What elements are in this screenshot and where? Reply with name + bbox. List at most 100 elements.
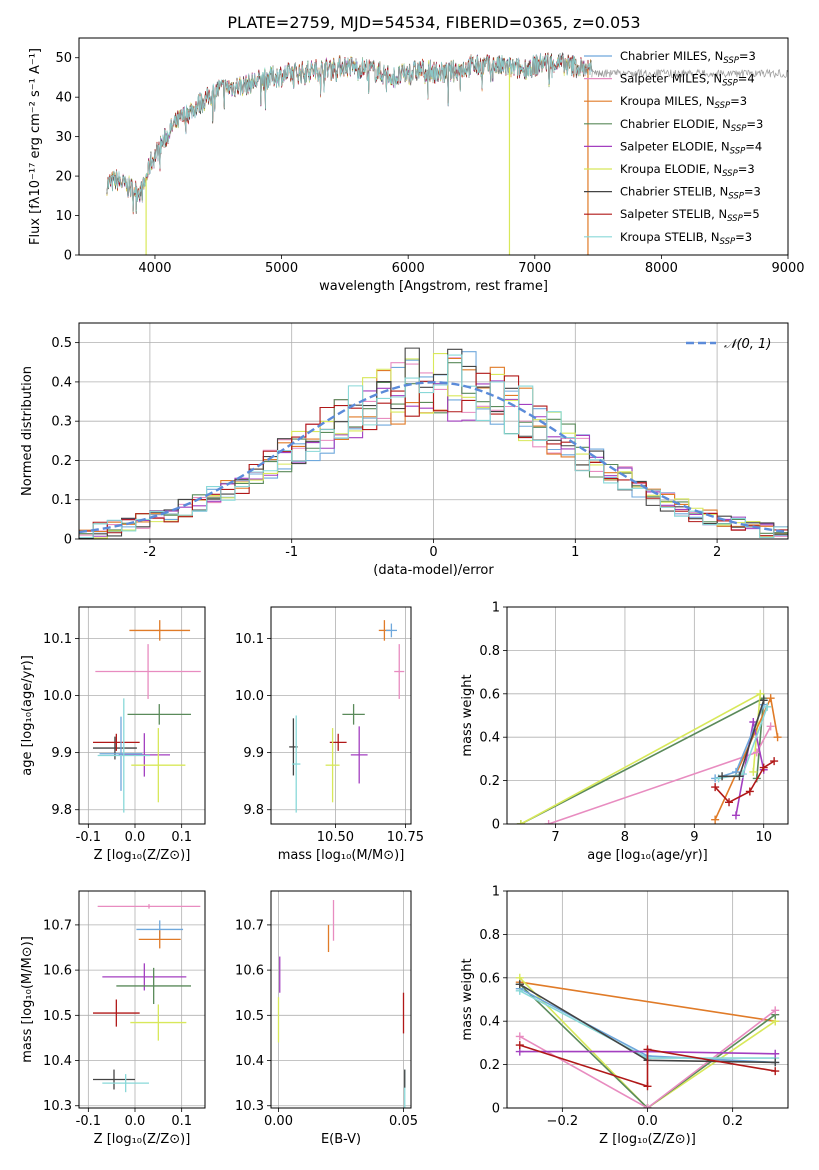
legend-val: =3 bbox=[735, 230, 752, 244]
series-marker-salpeter_miles bbox=[643, 1104, 652, 1108]
panel-mass_vs_ebv: 0.00 0.05 10.3 10.4 10.5 10.6 10.7 E(B-V) bbox=[235, 890, 418, 1147]
legend-name: Chabrier MILES, N bbox=[620, 49, 723, 63]
y-tick-label: 30 bbox=[55, 130, 72, 145]
series-marker-salpeter_elodie bbox=[731, 811, 740, 820]
series-marker-salpeter_elodie bbox=[771, 1049, 780, 1058]
x-tick-label: 2 bbox=[713, 545, 721, 560]
y-tick-label: 10.4 bbox=[43, 1054, 72, 1069]
legend-label-salpeter_miles: Salpeter MILES, NSSP=4 bbox=[620, 72, 755, 89]
plot-area bbox=[515, 973, 780, 1108]
x-axis-label: Z [log₁₀(Z/Z⊙)] bbox=[94, 1132, 191, 1147]
y-tick-label: 10.5 bbox=[43, 1009, 72, 1024]
y-tick-label: 20 bbox=[55, 170, 72, 185]
series-marker-salpeter_stelib bbox=[745, 787, 754, 796]
y-tick-label: 10.6 bbox=[235, 964, 264, 979]
x-tick-label: -1 bbox=[285, 545, 298, 560]
series-marker-salpeter_miles bbox=[771, 1006, 780, 1015]
series-marker-kroupa_miles bbox=[711, 815, 720, 824]
series-marker-salpeter_stelib bbox=[771, 1067, 780, 1076]
legend-name: Kroupa MILES, N bbox=[620, 94, 715, 108]
x-axis-label: mass [log₁₀(M/M⊙)] bbox=[278, 848, 405, 863]
legend-name: Chabrier ELODIE, N bbox=[620, 117, 731, 131]
x-axis-label: Z [log₁₀(Z/Z⊙)] bbox=[599, 1132, 696, 1147]
spectrum-line-salpeter_miles bbox=[106, 52, 592, 210]
series-marker-salpeter_miles bbox=[515, 1032, 524, 1041]
series-marker-salpeter_stelib bbox=[770, 757, 779, 766]
series-line-salpeter_stelib bbox=[519, 1044, 776, 1088]
series-marker-chabrier_stelib bbox=[771, 1058, 780, 1067]
x-axis-label: (data-model)/error bbox=[373, 563, 494, 578]
legend-label-salpeter_stelib: Salpeter STELIB, NSSP=5 bbox=[620, 207, 760, 224]
x-tick-label: 0 bbox=[429, 545, 437, 560]
y-tick-label: 0.2 bbox=[51, 454, 72, 469]
x-tick-label: 0.1 bbox=[171, 1114, 192, 1129]
legend-sub: SSP bbox=[722, 79, 738, 89]
y-axis-label: mass weight bbox=[460, 674, 475, 756]
legend-label-chabrier_elodie: Chabrier ELODIE, NSSP=3 bbox=[620, 117, 763, 134]
panel-age_vs_Z: -0.1 0.0 0.1 9.8 9.9 10.0 10.1 Z [log₁₀(Z/Z⊙)] a… bbox=[20, 606, 206, 863]
x-tick-label: 1 bbox=[571, 545, 579, 560]
normal-curve bbox=[79, 381, 788, 534]
spectrum-line-kroupa_elodie bbox=[106, 53, 592, 214]
figure-title: PLATE=2759, MJD=54534, FIBERID=0365, z=0… bbox=[227, 13, 640, 32]
legend-sub: SSP bbox=[715, 101, 731, 111]
x-tick-label: 0.0 bbox=[637, 1114, 658, 1129]
legend-val: =3 bbox=[738, 162, 755, 176]
spectrum-line-chabrier_stelib bbox=[106, 51, 592, 215]
legend-val: =4 bbox=[745, 139, 762, 153]
legend-label-kroupa_miles: Kroupa MILES, NSSP=3 bbox=[620, 94, 747, 111]
series-marker-salpeter_stelib bbox=[643, 1082, 652, 1091]
series-marker-kroupa_miles bbox=[773, 733, 782, 742]
legend-label-kroupa_elodie: Kroupa ELODIE, NSSP=3 bbox=[620, 162, 755, 179]
y-tick-label: 10.6 bbox=[43, 964, 72, 979]
series-marker-chabrier_stelib bbox=[735, 772, 744, 781]
legend-sub: SSP bbox=[728, 192, 744, 202]
legend-sub: SSP bbox=[727, 214, 743, 224]
x-tick-label: 5000 bbox=[265, 261, 298, 276]
y-tick-label: 1 bbox=[492, 885, 500, 900]
y-tick-label: 9.8 bbox=[51, 803, 72, 818]
y-tick-label: 0 bbox=[64, 249, 72, 264]
legend-val: =3 bbox=[746, 117, 763, 131]
legend-sub: SSP bbox=[723, 56, 739, 66]
series-line-kroupa_miles bbox=[519, 981, 776, 1022]
series-marker-salpeter_stelib bbox=[725, 798, 734, 807]
legend-label-chabrier_stelib: Chabrier STELIB, NSSP=3 bbox=[620, 185, 761, 202]
legend-val: =3 bbox=[730, 94, 747, 108]
axes-frame bbox=[506, 606, 789, 825]
plot-area bbox=[106, 51, 788, 255]
y-tick-label: 0.4 bbox=[479, 731, 500, 746]
y-tick-label: 40 bbox=[55, 91, 72, 106]
panel-massweight_vs_Z: −0.2 0.0 0.2 0 0.2 0.4 0.6 0.8 1 Z [log₁₀(Z/Z⊙)] m… bbox=[460, 885, 789, 1147]
x-tick-label: 8000 bbox=[645, 261, 678, 276]
panel-spectrum: 4000 5000 6000 7000 8000 9000 0 10 20 30 40 50 wavel… bbox=[28, 37, 805, 294]
series-marker-kroupa_stelib bbox=[763, 702, 772, 711]
legend-label-salpeter_elodie: Salpeter ELODIE, NSSP=4 bbox=[620, 139, 762, 156]
y-tick-label: 10.5 bbox=[235, 1009, 264, 1024]
legend-name: Salpeter ELODIE, N bbox=[620, 139, 730, 153]
axes-frame bbox=[270, 606, 412, 825]
legend-label-kroupa_stelib: Kroupa STELIB, NSSP=3 bbox=[620, 230, 752, 247]
axes-frame bbox=[270, 890, 412, 1109]
series-marker-salpeter_stelib bbox=[515, 1041, 524, 1050]
legend-val: =4 bbox=[738, 72, 755, 86]
x-axis-label: age [log₁₀(age/yr)] bbox=[587, 848, 708, 863]
spectrum-line-salpeter_stelib bbox=[106, 52, 592, 215]
x-axis-label: wavelength [Angstrom, rest frame] bbox=[319, 279, 548, 294]
y-tick-label: 9.9 bbox=[243, 746, 264, 761]
y-tick-label: 0.2 bbox=[479, 1058, 500, 1073]
x-tick-label: -0.1 bbox=[76, 1114, 101, 1129]
spectrum-line-extension bbox=[591, 68, 788, 79]
y-tick-label: 0.5 bbox=[51, 336, 72, 351]
legend-val: =3 bbox=[744, 185, 761, 199]
panel-mass_vs_Z: -0.1 0.0 0.1 10.3 10.4 10.5 10.6 10.7 Z [log₁₀(Z… bbox=[20, 890, 206, 1147]
y-tick-label: 0.2 bbox=[479, 774, 500, 789]
axes-frame bbox=[506, 890, 789, 1109]
y-tick-label: 0.8 bbox=[479, 644, 500, 659]
legend-val: =3 bbox=[739, 49, 756, 63]
panel-age_vs_mass: 10.50 10.75 9.8 9.9 10.0 10.1 mass [log₁₀(M/M⊙… bbox=[235, 606, 424, 863]
spectrum-line-chabrier_elodie bbox=[106, 52, 592, 213]
y-tick-label: 0.1 bbox=[51, 493, 72, 508]
